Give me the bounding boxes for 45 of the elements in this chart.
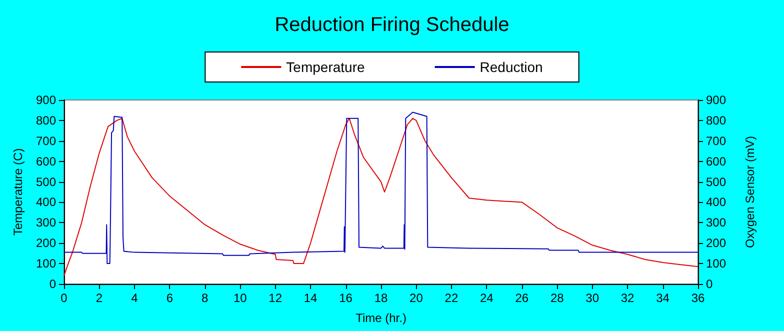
chart-title: Reduction Firing Schedule xyxy=(274,14,510,36)
legend-label: Reduction xyxy=(480,59,543,75)
x-tick-label: 4 xyxy=(131,291,138,305)
x-tick-label: 14 xyxy=(304,291,318,305)
y-tick-label: 600 xyxy=(36,154,56,168)
y-tick-label: 100 xyxy=(36,256,56,271)
x-tick-label: 12 xyxy=(268,291,282,305)
x-tick-label: 34 xyxy=(656,291,670,305)
y-tick-label: 200 xyxy=(36,236,56,250)
x-tick-label: 8 xyxy=(202,291,209,305)
x-tick-label: 0 xyxy=(60,291,68,305)
y2-tick-label: 800 xyxy=(706,113,726,128)
x-tick-label: 26 xyxy=(515,291,529,305)
x-tick-label: 32 xyxy=(620,291,635,305)
y2-axis-title: Oxygen Sensor (mV) xyxy=(743,136,757,248)
y2-tick-label: 500 xyxy=(706,174,726,189)
y-tick-label: 700 xyxy=(36,134,56,148)
x-tick-label: 22 xyxy=(444,291,458,305)
x-tick-label: 24 xyxy=(480,291,494,305)
y-tick-label: 300 xyxy=(36,216,56,230)
x-tick-label: 10 xyxy=(233,291,248,305)
y2-tick-label: 700 xyxy=(706,134,726,148)
y2-tick-label: 200 xyxy=(706,236,726,250)
x-tick-label: 30 xyxy=(586,291,600,305)
y2-tick-label: 0 xyxy=(706,277,713,291)
y-tick-label: 0 xyxy=(49,277,56,291)
y2-tick-label: 100 xyxy=(706,256,726,271)
y-tick-label: 800 xyxy=(36,113,56,128)
legend-label: Temperature xyxy=(286,59,365,75)
x-tick-label: 16 xyxy=(339,291,353,305)
x-tick-label: 18 xyxy=(374,291,388,305)
x-tick-label: 6 xyxy=(166,291,174,305)
y2-tick-label: 300 xyxy=(706,216,726,230)
y-axis-title: Temperature (C) xyxy=(11,148,25,236)
x-tick-label: 36 xyxy=(691,291,705,305)
y-tick-label: 900 xyxy=(36,93,56,107)
y-tick-label: 400 xyxy=(36,195,56,210)
x-tick-label: 28 xyxy=(550,291,564,305)
y2-tick-label: 600 xyxy=(706,154,726,168)
y2-tick-label: 400 xyxy=(706,195,726,210)
y-tick-label: 500 xyxy=(36,174,56,189)
x-tick-label: 2 xyxy=(96,291,103,305)
x-axis-title: Time (hr.) xyxy=(356,311,406,325)
y2-tick-label: 900 xyxy=(706,93,726,107)
x-tick-label: 20 xyxy=(410,291,424,305)
